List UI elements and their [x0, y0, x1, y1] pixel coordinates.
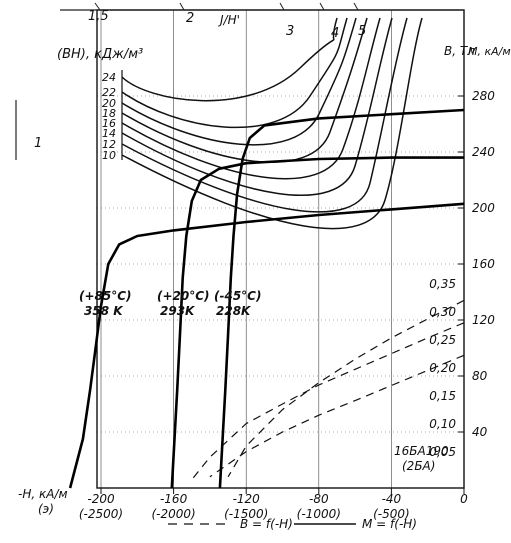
- x-axis-title: -H, кА/м: [18, 487, 68, 501]
- bh-tick-label: 10: [102, 149, 116, 162]
- x-tick-label: -120: [233, 492, 261, 506]
- top-tick-4: [319, 2, 325, 11]
- bh-tick-label: 18: [102, 107, 116, 120]
- x-tick-label: -80: [309, 492, 329, 506]
- temperature-celsius-228k: (-45°C): [214, 289, 261, 303]
- m-tick-label: 200: [472, 201, 495, 215]
- bh-contour-24: [121, 17, 338, 102]
- top-tick-1: [94, 2, 101, 11]
- bh-contour-12: [121, 17, 408, 213]
- m-curve-228k: [218, 108, 465, 489]
- b-tick-label: 0,10: [429, 417, 456, 431]
- x-tick-sublabel: (-500): [373, 507, 410, 521]
- b-tick-label: 0,25: [429, 333, 456, 347]
- temperature-label-228k: (-45°C) 228K: [214, 289, 261, 318]
- sample-label: 16БА190: [394, 444, 449, 458]
- top-axis: J/H' 1,5 2 3 4 5: [60, 2, 464, 41]
- bh-contour-22: [121, 17, 348, 129]
- temperature-label-293k: (+20°C) 293K: [157, 289, 210, 318]
- x-tick-label: -200: [87, 492, 115, 506]
- bh-contour-20: [121, 17, 357, 146]
- x-tick-label: -160: [160, 492, 188, 506]
- top-tick-2: [179, 2, 185, 11]
- b-tick-label: 0,05: [429, 445, 456, 459]
- x-tick-sublabel: (-1000): [297, 507, 341, 521]
- x-tick-label: 0: [460, 492, 468, 506]
- legend-label-m: M = f(-H): [362, 517, 417, 531]
- bh-tick-label: 16: [102, 117, 116, 130]
- bh-tick-label: 20: [102, 97, 116, 110]
- temperature-kelvin-358k: 358 K: [84, 304, 124, 318]
- bh-tick-label: 14: [102, 127, 116, 140]
- m-tick-label: 160: [472, 257, 495, 271]
- bh-contour-16: [121, 17, 381, 180]
- sample-sublabel: (2БА): [402, 459, 435, 473]
- x-axis-note: (э): [38, 502, 54, 516]
- temperature-celsius-358k: (+85°C): [79, 289, 132, 303]
- right-axis-ticks: 40 80 120 160 200 240 280 0,05 0,10 0,15 0,20 0,25 0…: [429, 89, 495, 459]
- top-tick-label-3: 3: [286, 24, 294, 39]
- top-tick-label-5: 5: [358, 24, 366, 39]
- b-tick-label: 0,30: [429, 305, 456, 319]
- side-label: 1: [34, 136, 42, 151]
- legend: B = f(-H) M = f(-H): [168, 517, 417, 531]
- bh-contour-18: [121, 17, 368, 163]
- top-tick-label-2: 2: [186, 11, 194, 26]
- b-tick-label: 0,15: [429, 389, 456, 403]
- b-tick-label: 0,35: [429, 277, 456, 291]
- left-axis-title: (BH), кДж/м³: [57, 47, 143, 62]
- b-curve-228k: [227, 299, 465, 478]
- x-tick-sublabel: (-1500): [224, 507, 268, 521]
- x-tick-sublabel: (-2000): [151, 507, 195, 521]
- m-tick-label: 80: [472, 369, 488, 383]
- right-axis-title-b: B, Тл: [444, 44, 475, 58]
- temperature-celsius-293k: (+20°C): [157, 289, 210, 303]
- m-tick-label: 120: [472, 313, 495, 327]
- grid-layer: [97, 10, 464, 488]
- bh-contour-14: [121, 17, 393, 197]
- m-curve-358k: [68, 202, 465, 489]
- bh-tick-label: 24: [102, 71, 116, 84]
- temperature-kelvin-228k: 228K: [216, 304, 252, 318]
- top-axis-label: J/H': [218, 13, 240, 27]
- bh-tick-label: 22: [102, 86, 116, 99]
- x-tick-sublabel: (-2500): [79, 507, 123, 521]
- solid-m-curves: [68, 108, 465, 489]
- side-margin: 1: [15, 100, 42, 160]
- m-tick-label: 280: [472, 89, 495, 103]
- legend-label-b: B = f(-H): [240, 517, 293, 531]
- b-curve-358k: [209, 354, 465, 478]
- bh-tick-label: 12: [102, 138, 116, 151]
- m-tick-label: 240: [472, 145, 495, 159]
- x-tick-label: -40: [382, 492, 402, 506]
- right-axis-title-m: M, кА/м: [468, 45, 511, 58]
- bh-contours: [121, 17, 423, 230]
- b-tick-label: 0,20: [429, 361, 456, 375]
- top-tick-label-1: 1,5: [88, 9, 109, 24]
- top-tick-label-4: 4: [331, 26, 339, 41]
- m-curve-293k: [170, 156, 464, 489]
- x-axis-ticks: -200(-2500) -160(-2000) -120(-1500) -80(-10…: [79, 488, 468, 521]
- top-tick-5: [353, 2, 359, 11]
- temperature-label-358k: (+85°C) 358 K: [79, 289, 132, 318]
- top-tick-3: [279, 2, 285, 11]
- bh-contour-10: [121, 17, 423, 230]
- m-tick-label: 40: [472, 425, 488, 439]
- temperature-kelvin-293k: 293K: [160, 304, 196, 318]
